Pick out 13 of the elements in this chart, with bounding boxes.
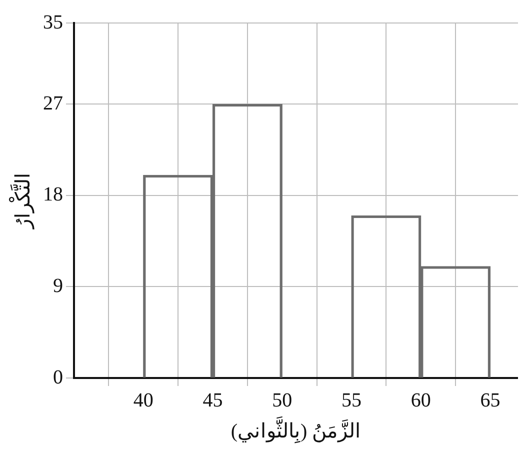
x-tick-label: 45 xyxy=(202,389,223,412)
x-tick-label: 40 xyxy=(133,389,154,412)
x-axis-title: الزَّمَنُ (بِالثَّواني) xyxy=(230,415,362,444)
y-tick-label: 35 xyxy=(43,11,63,34)
y-tick-label: 9 xyxy=(53,274,63,297)
x-tick-label: 55 xyxy=(342,389,362,412)
x-tick-label: 65 xyxy=(480,389,500,412)
x-tick-label: 60 xyxy=(410,389,431,412)
y-tick-label: 0 xyxy=(53,366,63,388)
y-tick-label: 18 xyxy=(43,184,63,206)
y-tick-label: 27 xyxy=(43,92,63,114)
y-axis-title: التَّكْرارُ xyxy=(8,172,34,230)
x-tick-label: 50 xyxy=(272,389,292,412)
